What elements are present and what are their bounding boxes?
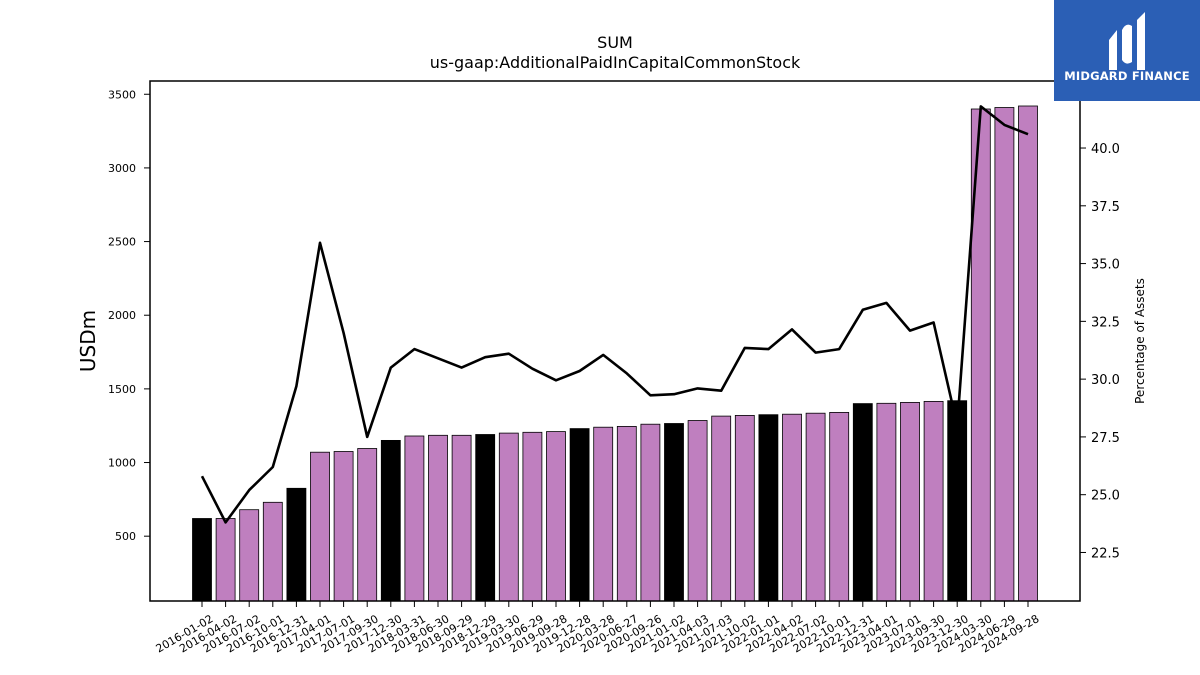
bar-2021-07-03	[711, 415, 732, 602]
y2-axis-label: Percentage of Assets	[1133, 278, 1147, 404]
brand-logo: MIDGARD FINANCE	[1054, 0, 1200, 101]
bar-2017-12-30	[380, 439, 401, 602]
bar-2022-01-01	[758, 414, 779, 602]
chart-title: SUM	[597, 33, 633, 52]
y-tick-label: 3000	[108, 162, 136, 175]
y-axis-right: 22.5 25.0 27.5 30.0 32.5 35.0 37.5 40.0	[1080, 142, 1120, 561]
y2-tick-label: 40.0	[1091, 142, 1120, 157]
bar-2017-07-01	[333, 451, 354, 602]
bar-2016-01-02	[192, 518, 212, 602]
bar-2022-07-02	[805, 412, 826, 602]
bar-2017-09-30	[357, 448, 378, 602]
bar-2021-01-02	[664, 423, 684, 602]
logo-mark-icon	[1109, 12, 1145, 70]
y-tick-label: 1500	[108, 383, 136, 396]
bar-2019-09-28	[546, 431, 566, 602]
y2-tick-label: 30.0	[1091, 373, 1120, 388]
series-line-percentage-of-assets	[200, 105, 1029, 524]
bar-2019-06-29	[522, 431, 543, 602]
bar-2016-07-02	[239, 509, 260, 602]
bar-2020-09-26	[640, 423, 661, 602]
bar-2018-06-30	[428, 434, 448, 602]
y-tick-label: 2500	[108, 236, 136, 249]
plot-frame	[149, 80, 1081, 602]
y-axis-label: USDm	[76, 310, 100, 372]
bar-2016-04-02	[215, 518, 236, 602]
bar-2019-03-30	[498, 432, 519, 602]
y-tick-label: 3500	[108, 88, 136, 101]
bar-2016-10-01	[262, 501, 283, 602]
y2-tick-label: 25.0	[1091, 489, 1120, 504]
bar-2022-04-02	[782, 413, 802, 602]
bar-2018-03-31	[404, 435, 425, 602]
y-tick-label: 500	[115, 530, 136, 543]
bar-2022-10-01	[829, 411, 850, 602]
y2-tick-label: 35.0	[1091, 258, 1120, 273]
y2-tick-label: 37.5	[1091, 200, 1120, 215]
y2-tick-label: 27.5	[1091, 431, 1120, 446]
y-axis-left: 500 1000 1500 2000 2500 3000 3500	[108, 88, 150, 543]
bar-2019-12-28	[569, 428, 590, 602]
logo-text: MIDGARD FINANCE	[1064, 69, 1190, 83]
bar-2020-06-27	[616, 425, 637, 602]
chart-subtitle: us-gaap:AdditionalPaidInCapitalCommonSto…	[429, 53, 801, 72]
y-tick-label: 1000	[108, 457, 136, 470]
bar-2017-04-01	[310, 451, 330, 602]
bars-layer	[192, 105, 1038, 602]
bar-2018-09-29	[451, 434, 472, 602]
bar-2018-12-29	[475, 434, 496, 602]
bar-2024-06-29	[994, 107, 1015, 602]
bar-2020-03-28	[593, 426, 614, 602]
bar-2021-04-03	[687, 420, 708, 602]
bar-2016-12-31	[286, 487, 307, 602]
bar-2021-10-02	[734, 414, 755, 602]
bar-2024-09-28	[1018, 105, 1038, 602]
y-tick-label: 2000	[108, 309, 136, 322]
bar-2023-12-30	[947, 400, 968, 602]
y2-tick-label: 22.5	[1091, 546, 1120, 561]
bar-2023-09-30	[923, 400, 944, 602]
bar-2022-12-31	[852, 403, 873, 602]
y2-tick-label: 32.5	[1091, 315, 1120, 330]
bar-2023-04-01	[876, 402, 897, 602]
x-axis: 2016-01-022016-04-022016-07-022016-10-01…	[154, 601, 1042, 655]
bar-2023-07-01	[900, 401, 920, 602]
